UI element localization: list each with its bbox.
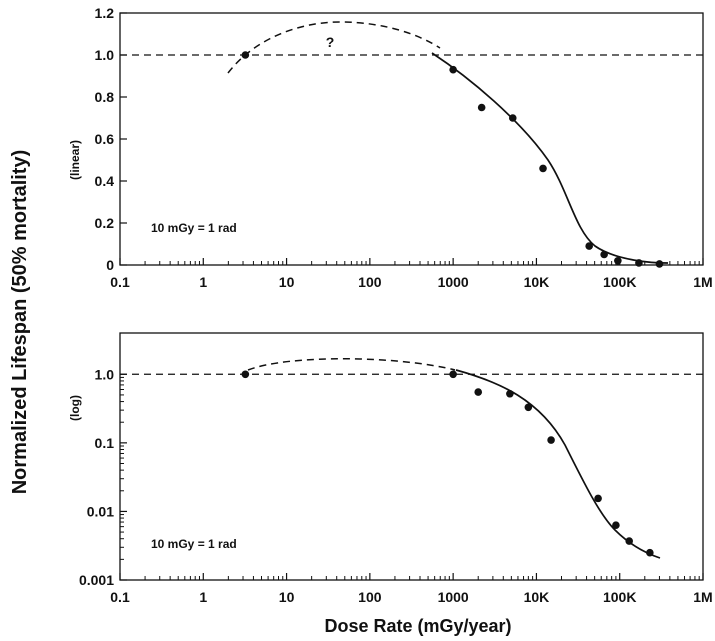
x-tick-label: 100 [358, 274, 382, 290]
x-tick-label: 10 [279, 274, 295, 290]
data-point [625, 537, 634, 545]
data-point [524, 403, 533, 412]
data-point [241, 370, 250, 379]
data-point [539, 164, 547, 173]
x-tick-label: 1 [199, 274, 207, 290]
data-point [477, 103, 486, 112]
y-tick-label: 0.2 [95, 215, 115, 231]
y-tick-label: 1.0 [95, 47, 115, 63]
data-point [594, 494, 602, 503]
top-panel: (linear) 10 mGy = 1 rad ? 0.1 1 10 100 1000 1… [68, 5, 713, 290]
data-point [547, 436, 555, 444]
x-tick-label: 100K [603, 274, 636, 290]
x-tick-label: 0.1 [110, 274, 130, 290]
x-tick-label: 10K [524, 589, 550, 605]
plot-frame [119, 332, 704, 581]
data-point [241, 51, 250, 59]
x-tick-label: 1M [693, 274, 712, 290]
x-tick-label: 1000 [438, 589, 469, 605]
x-axis-title: Dose Rate (mGy/year) [324, 616, 511, 636]
data-point [506, 389, 514, 398]
bottom-panel: (log) 10 mGy = 1 rad Dose Rate (mGy/year… [68, 332, 713, 636]
data-point [655, 260, 664, 268]
data-point [612, 521, 620, 529]
data-point [600, 250, 608, 259]
data-point [508, 114, 517, 122]
x-tick-label: 1M [693, 589, 712, 605]
top-y-axis-label: (linear) [68, 140, 82, 180]
y-tick-label: 0.4 [95, 173, 115, 189]
data-point [635, 259, 643, 267]
bottom-unit-note: 10 mGy = 1 rad [151, 537, 237, 551]
x-tick-label: 0.1 [110, 589, 130, 605]
fit-curve [431, 52, 669, 264]
x-tick-label: 100K [603, 589, 636, 605]
y-tick-label: 1.2 [95, 5, 115, 21]
data-point [614, 257, 622, 265]
data-point [646, 548, 654, 557]
y-tick-label: 0.001 [79, 572, 114, 588]
shared-y-axis-title: Normalized Lifespan (50% mortality) [9, 150, 31, 495]
fit-curve [455, 369, 661, 559]
x-tick-label: 100 [358, 589, 382, 605]
y-tick-label: 1.0 [95, 366, 115, 382]
x-tick-label: 1 [199, 589, 207, 605]
data-point [449, 65, 457, 74]
dashed-hypothesis-curve [227, 21, 441, 74]
y-tick-label: 0 [106, 257, 114, 273]
y-tick-label: 0.1 [95, 435, 115, 451]
data-point [474, 388, 483, 396]
x-tick-label: 10K [524, 274, 550, 290]
bottom-y-axis-label: (log) [68, 395, 82, 421]
y-tick-label: 0.6 [95, 131, 115, 147]
top-unit-note: 10 mGy = 1 rad [151, 221, 237, 235]
x-tick-label: 10 [279, 589, 295, 605]
y-tick-label: 0.8 [95, 89, 115, 105]
dashed-hypothesis-curve [247, 358, 456, 371]
data-point [585, 242, 593, 250]
x-tick-label: 1000 [438, 274, 469, 290]
y-tick-label: 0.01 [87, 503, 114, 519]
data-point [449, 370, 457, 379]
top-question-annotation: ? [326, 34, 335, 50]
